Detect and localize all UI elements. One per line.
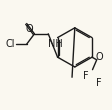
Text: Cl: Cl bbox=[5, 39, 15, 49]
Text: F: F bbox=[83, 71, 89, 81]
Text: O: O bbox=[95, 52, 103, 62]
Text: NH: NH bbox=[48, 39, 63, 49]
Text: O: O bbox=[26, 24, 33, 34]
Text: F: F bbox=[96, 78, 102, 88]
